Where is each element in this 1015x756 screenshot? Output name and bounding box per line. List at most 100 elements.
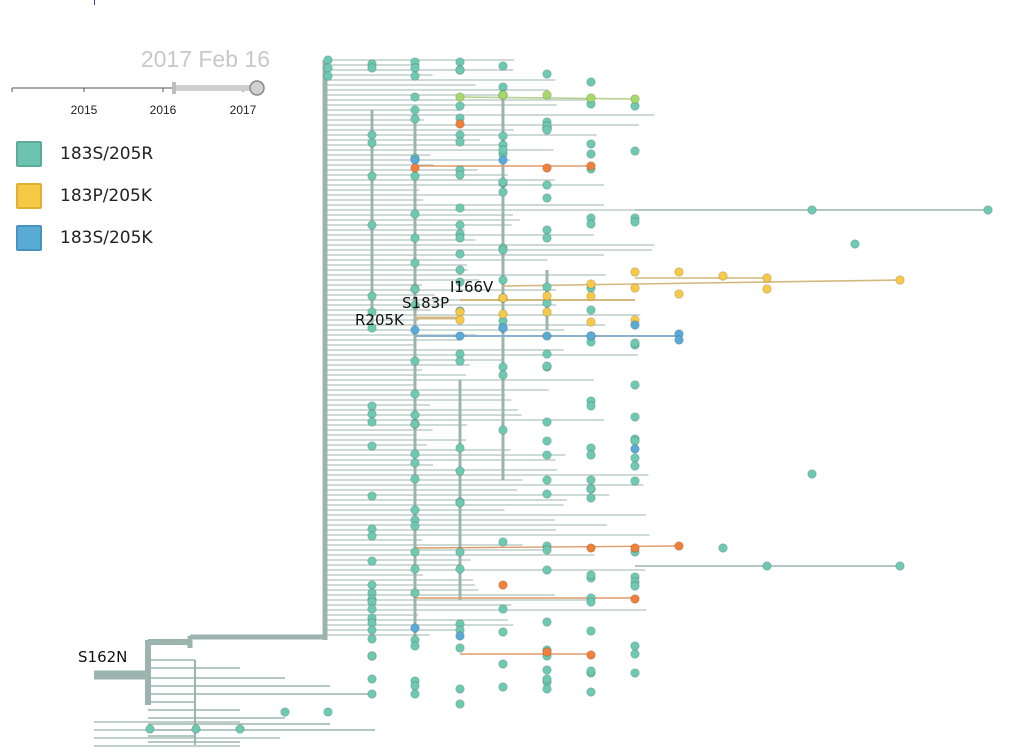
tree-tip[interactable]	[455, 631, 465, 641]
tree-tip[interactable]	[762, 284, 772, 294]
tree-tip[interactable]	[367, 130, 377, 140]
tree-tip[interactable]	[498, 145, 508, 155]
tree-tip[interactable]	[498, 425, 508, 435]
tree-tip[interactable]	[542, 180, 552, 190]
tree-tip[interactable]	[235, 724, 245, 734]
tree-tip[interactable]	[367, 138, 377, 148]
tree-tip[interactable]	[630, 267, 640, 277]
tree-tip[interactable]	[850, 239, 860, 249]
tree-tip[interactable]	[542, 475, 552, 485]
tree-tip[interactable]	[498, 131, 508, 141]
tree-tip[interactable]	[367, 604, 377, 614]
tree-tip[interactable]	[630, 461, 640, 471]
tree-tip[interactable]	[498, 323, 508, 333]
tree-tip[interactable]	[323, 63, 333, 73]
tree-tip[interactable]	[410, 300, 420, 310]
tree-tip[interactable]	[367, 689, 377, 699]
tree-tip[interactable]	[542, 163, 552, 173]
tree-tip[interactable]	[455, 233, 465, 243]
tree-tip[interactable]	[367, 651, 377, 661]
tree-tip[interactable]	[455, 92, 465, 102]
tree-tip[interactable]	[586, 475, 596, 485]
date-slider[interactable]: 2015 2016 2017	[11, 80, 265, 117]
tree-tip[interactable]	[498, 537, 508, 547]
tree-tip[interactable]	[630, 668, 640, 678]
tree-tip[interactable]	[586, 401, 596, 411]
tree-tip[interactable]	[455, 331, 465, 341]
tree-tip[interactable]	[542, 617, 552, 627]
tree-tip[interactable]	[367, 171, 377, 181]
tree-tip[interactable]	[498, 659, 508, 669]
tree-tip[interactable]	[455, 307, 465, 317]
tree-tip[interactable]	[762, 273, 772, 283]
tree-tip[interactable]	[586, 93, 596, 103]
tree-tip[interactable]	[410, 389, 420, 399]
tree-tip[interactable]	[542, 361, 552, 371]
tree-tip[interactable]	[630, 476, 640, 486]
tree-tip[interactable]	[542, 684, 552, 694]
tree-tip[interactable]	[410, 92, 420, 102]
tree-tip[interactable]	[410, 588, 420, 598]
tree-tip[interactable]	[674, 335, 684, 345]
tree-tip[interactable]	[586, 666, 596, 676]
tree-tip[interactable]	[630, 338, 640, 348]
tree-tip[interactable]	[630, 320, 640, 330]
tree-tip[interactable]	[498, 177, 508, 187]
tree-tip[interactable]	[586, 570, 596, 580]
tree-tip[interactable]	[367, 491, 377, 501]
tree-tip[interactable]	[630, 641, 640, 651]
tree-tip[interactable]	[410, 155, 420, 165]
tree-tip[interactable]	[455, 170, 465, 180]
tree-tip[interactable]	[542, 225, 552, 235]
tree-tip[interactable]	[410, 641, 420, 651]
tree-tip[interactable]	[498, 275, 508, 285]
tree-tip[interactable]	[410, 474, 420, 484]
tree-tip[interactable]	[367, 291, 377, 301]
tree-tip[interactable]	[542, 349, 552, 359]
slider-left-handle[interactable]	[172, 82, 176, 94]
tree-tip[interactable]	[410, 71, 420, 81]
tree-tip[interactable]	[410, 284, 420, 294]
tree-tip[interactable]	[498, 604, 508, 614]
tree-tip[interactable]	[630, 581, 640, 591]
tree-tip[interactable]	[586, 331, 596, 341]
tree-tip[interactable]	[586, 543, 596, 553]
tree-tip[interactable]	[367, 307, 377, 317]
tree-tip[interactable]	[367, 556, 377, 566]
tree-tip[interactable]	[498, 627, 508, 637]
tree-tip[interactable]	[498, 580, 508, 590]
tree-tip[interactable]	[586, 650, 596, 660]
tree-tip[interactable]	[630, 444, 640, 454]
tree-tip[interactable]	[498, 155, 508, 165]
tree-tip[interactable]	[367, 634, 377, 644]
tree-tip[interactable]	[630, 94, 640, 104]
tree-tip[interactable]	[586, 450, 596, 460]
tree-tip[interactable]	[455, 564, 465, 574]
tree-tip[interactable]	[630, 380, 640, 390]
tree-tip[interactable]	[455, 220, 465, 230]
tree-tip[interactable]	[455, 684, 465, 694]
tree-tip[interactable]	[410, 458, 420, 468]
tree-tip[interactable]	[586, 305, 596, 315]
tree-tip[interactable]	[367, 63, 377, 73]
tree-tip[interactable]	[542, 193, 552, 203]
tree-tip[interactable]	[718, 271, 728, 281]
tree-tip[interactable]	[323, 707, 333, 717]
tree-tip[interactable]	[807, 205, 817, 215]
tree-tip[interactable]	[718, 543, 728, 553]
tree-tip[interactable]	[410, 171, 420, 181]
tree-tip[interactable]	[542, 125, 552, 135]
tree-tip[interactable]	[410, 356, 420, 366]
tree-tip[interactable]	[586, 493, 596, 503]
slider-right-handle[interactable]	[249, 80, 265, 96]
tree-tip[interactable]	[542, 489, 552, 499]
tree-tip[interactable]	[586, 597, 596, 607]
tree-tip[interactable]	[542, 331, 552, 341]
tree-tip[interactable]	[674, 267, 684, 277]
tree-tip[interactable]	[455, 137, 465, 147]
slider-range[interactable]	[174, 85, 258, 91]
tree-tip[interactable]	[455, 249, 465, 259]
legend-item-183s-205k[interactable]: 183S/205K	[16, 224, 153, 252]
tree-tip[interactable]	[586, 291, 596, 301]
tree-tip[interactable]	[586, 219, 596, 229]
